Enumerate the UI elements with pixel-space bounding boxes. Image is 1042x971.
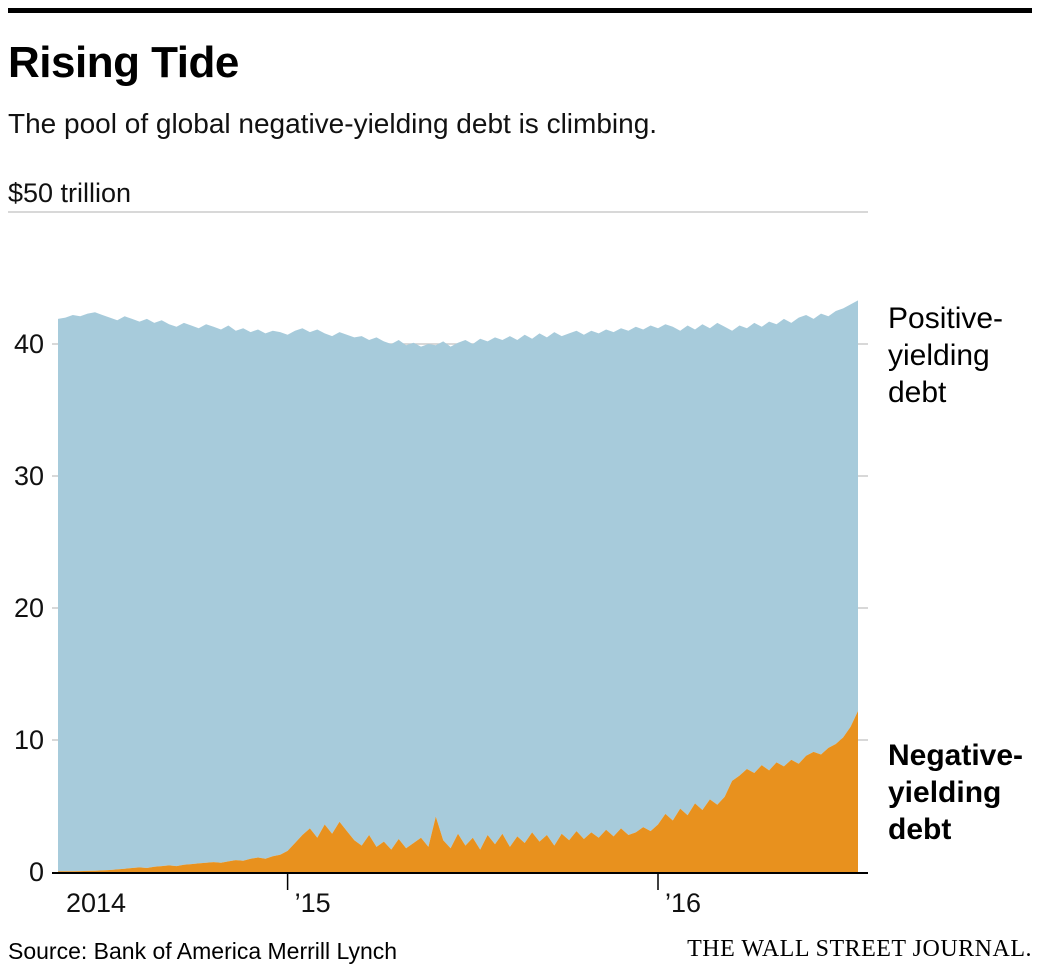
y-tick-label-30: 30 xyxy=(14,461,44,491)
y-axis-unit-label: $50 trillion xyxy=(8,178,132,208)
x-tick-label-2015: ’15 xyxy=(295,888,331,918)
y-tick-label-0: 0 xyxy=(29,857,44,887)
source-credit: Source: Bank of America Merrill Lynch xyxy=(8,938,398,964)
publisher-credit: THE WALL STREET JOURNAL. xyxy=(687,936,1032,962)
negative-yielding-area xyxy=(58,711,858,872)
chart-subtitle: The pool of global negative-yielding deb… xyxy=(8,108,658,139)
positive-debt-annotation: Positive-yielding debt xyxy=(888,302,1004,409)
y-tick-label-40: 40 xyxy=(14,329,44,359)
x-tick-label-2014: 2014 xyxy=(66,888,126,918)
positive-yielding-area xyxy=(58,300,858,872)
top-rule xyxy=(8,8,1032,13)
chart-title: Rising Tide xyxy=(8,38,239,87)
y-tick-label-10: 10 xyxy=(14,725,44,755)
y-tick-label-20: 20 xyxy=(14,593,44,623)
negative-debt-annotation: Negative-yielding debt xyxy=(888,739,1024,846)
x-tick-label-2016: ’16 xyxy=(665,888,701,918)
